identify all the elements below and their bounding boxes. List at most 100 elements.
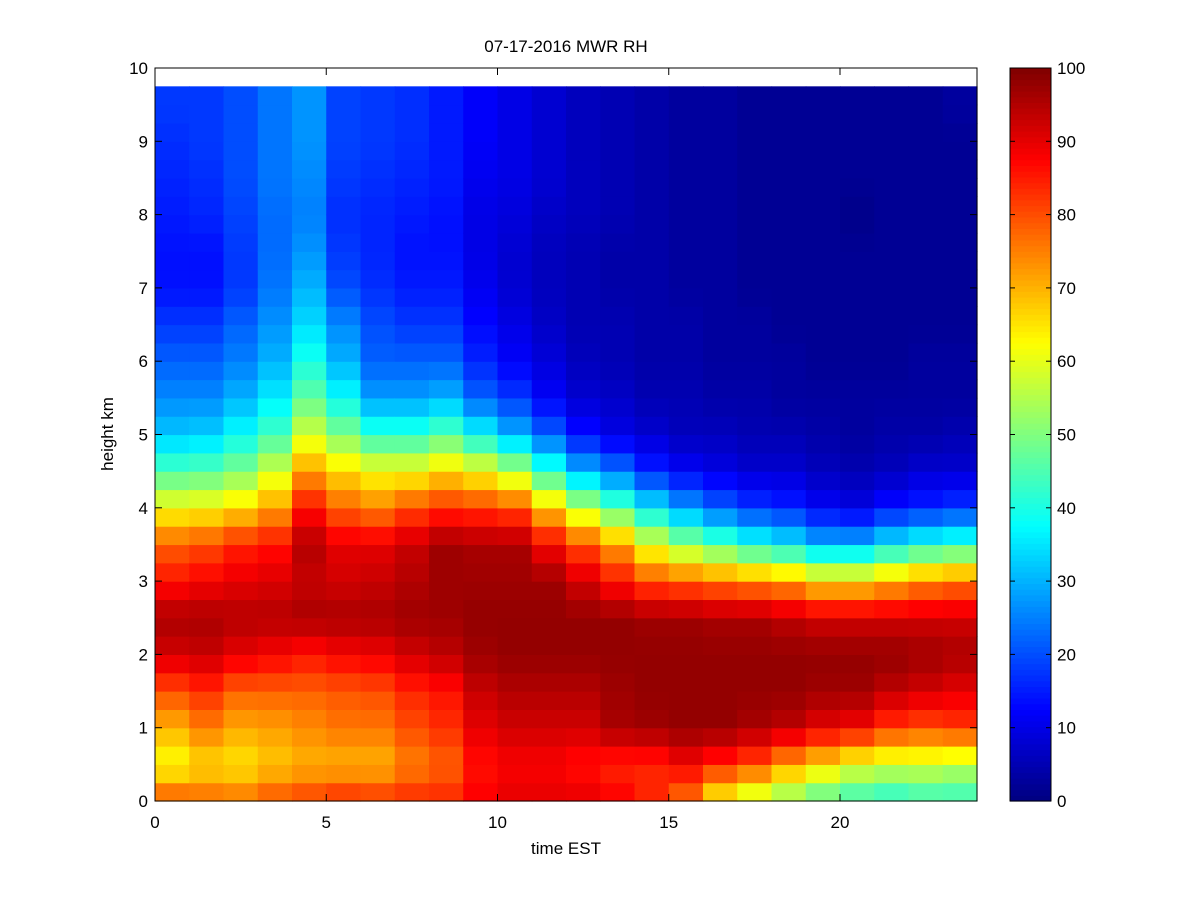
heatmap-cell xyxy=(395,746,430,765)
heatmap-cell xyxy=(532,728,567,747)
heatmap-cell xyxy=(498,709,533,728)
colorbar-band xyxy=(1010,583,1051,589)
heatmap-cell xyxy=(737,489,772,508)
colorbar-band xyxy=(1010,446,1051,452)
heatmap-cell xyxy=(600,398,635,417)
heatmap-cell xyxy=(635,123,670,142)
colorbar-band xyxy=(1010,686,1051,692)
heatmap-cell xyxy=(840,398,875,417)
heatmap-cell xyxy=(806,105,841,124)
heatmap-cell xyxy=(874,508,909,527)
heatmap-cell xyxy=(737,215,772,234)
heatmap-cell xyxy=(635,86,670,105)
heatmap-cell xyxy=(635,453,670,472)
heatmap-cell xyxy=(806,636,841,655)
colorbar-band xyxy=(1010,326,1051,332)
heatmap-cell xyxy=(840,435,875,454)
colorbar-band xyxy=(1010,131,1051,137)
heatmap-cell xyxy=(806,599,841,618)
heatmap-cell xyxy=(429,599,464,618)
heatmap-cell xyxy=(635,526,670,545)
heatmap-cell xyxy=(737,361,772,380)
heatmap-cell xyxy=(361,398,396,417)
heatmap-cell xyxy=(155,563,190,582)
heatmap-cell xyxy=(772,361,807,380)
heatmap-cell xyxy=(635,215,670,234)
heatmap-cell xyxy=(224,709,259,728)
heatmap-cells xyxy=(155,86,978,801)
heatmap-cell xyxy=(909,563,944,582)
heatmap-cell xyxy=(326,325,361,344)
heatmap-cell xyxy=(224,489,259,508)
colorbar-band xyxy=(1010,772,1051,778)
heatmap-cell xyxy=(532,489,567,508)
heatmap-cell xyxy=(909,508,944,527)
colorbar-band xyxy=(1010,566,1051,572)
heatmap-cell xyxy=(361,563,396,582)
heatmap-cell xyxy=(155,783,190,802)
heatmap-cell xyxy=(703,728,738,747)
heatmap-cell xyxy=(258,196,293,215)
heatmap-cell xyxy=(224,544,259,563)
heatmap-cell xyxy=(600,288,635,307)
heatmap-cell xyxy=(532,709,567,728)
heatmap-cell xyxy=(463,526,498,545)
heatmap-cell xyxy=(737,691,772,710)
heatmap-cell xyxy=(943,288,978,307)
heatmap-cell xyxy=(737,416,772,435)
heatmap-cell xyxy=(326,306,361,325)
heatmap-cell xyxy=(635,251,670,270)
heatmap-cell xyxy=(772,86,807,105)
colorbar-band xyxy=(1010,68,1051,74)
heatmap-cell xyxy=(463,380,498,399)
heatmap-cell xyxy=(840,325,875,344)
heatmap-cell xyxy=(703,526,738,545)
heatmap-cell xyxy=(669,288,704,307)
heatmap-cell xyxy=(840,728,875,747)
heatmap-cell xyxy=(429,86,464,105)
heatmap-cell xyxy=(874,673,909,692)
heatmap-cell xyxy=(772,306,807,325)
heatmap-cell xyxy=(703,673,738,692)
heatmap-cell xyxy=(806,544,841,563)
heatmap-cell xyxy=(635,691,670,710)
heatmap-cell xyxy=(395,233,430,252)
heatmap-cell xyxy=(600,599,635,618)
heatmap-cell xyxy=(258,306,293,325)
heatmap-cell xyxy=(703,251,738,270)
heatmap-cell xyxy=(292,654,327,673)
heatmap-cell xyxy=(463,783,498,802)
heatmap-cell xyxy=(395,251,430,270)
heatmap-cell xyxy=(498,489,533,508)
heatmap-cell xyxy=(669,343,704,362)
heatmap-cell xyxy=(395,563,430,582)
heatmap-cell xyxy=(258,288,293,307)
heatmap-cell xyxy=(258,380,293,399)
heatmap-cell xyxy=(155,306,190,325)
heatmap-cell xyxy=(566,728,601,747)
heatmap-cell xyxy=(395,471,430,490)
heatmap-cell xyxy=(600,233,635,252)
y-tick-label: 3 xyxy=(139,572,148,591)
heatmap-cell xyxy=(463,599,498,618)
y-tick-label: 1 xyxy=(139,719,148,738)
heatmap-cell xyxy=(840,544,875,563)
heatmap-cell xyxy=(292,435,327,454)
heatmap-cell xyxy=(943,489,978,508)
heatmap-cell xyxy=(840,215,875,234)
heatmap-cell xyxy=(806,489,841,508)
heatmap-cell xyxy=(806,343,841,362)
heatmap-cell xyxy=(600,86,635,105)
heatmap-cell xyxy=(600,270,635,289)
heatmap-cell xyxy=(189,105,224,124)
heatmap-cell xyxy=(326,270,361,289)
heatmap-cell xyxy=(429,636,464,655)
colorbar-band xyxy=(1010,721,1051,727)
heatmap-cell xyxy=(326,196,361,215)
heatmap-cell xyxy=(909,636,944,655)
heatmap-cell xyxy=(635,160,670,179)
heatmap-cell xyxy=(155,581,190,600)
heatmap-cell xyxy=(669,86,704,105)
colorbar-band xyxy=(1010,177,1051,183)
heatmap-cell xyxy=(224,306,259,325)
